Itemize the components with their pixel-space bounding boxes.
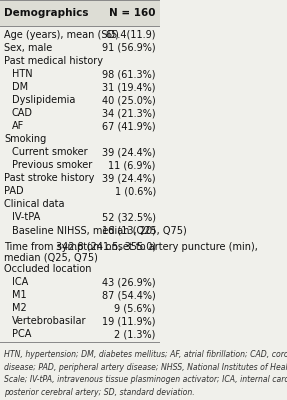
Text: Past medical history: Past medical history [4, 56, 103, 66]
Text: Smoking: Smoking [4, 134, 46, 144]
Text: CAD: CAD [12, 108, 33, 118]
Text: disease; PAD, peripheral artery disease; NHSS, National Institutes of Health Str: disease; PAD, peripheral artery disease;… [4, 362, 287, 372]
Text: 31 (19.4%): 31 (19.4%) [102, 82, 156, 92]
Text: N = 160: N = 160 [109, 8, 156, 18]
Text: 98 (61.3%): 98 (61.3%) [102, 69, 156, 79]
Text: IV-tPA: IV-tPA [12, 212, 40, 222]
Text: Age (years), mean (SD): Age (years), mean (SD) [4, 30, 119, 40]
Text: Baseline NIHSS, median (Q25, Q75): Baseline NIHSS, median (Q25, Q75) [12, 226, 187, 236]
Text: PAD: PAD [4, 186, 24, 196]
Text: Time from symptom onset to artery puncture (min),: Time from symptom onset to artery punctu… [4, 242, 258, 252]
Text: 342.8 (241.5, 355.0): 342.8 (241.5, 355.0) [56, 242, 156, 252]
Text: Clinical data: Clinical data [4, 199, 65, 209]
Text: ICA: ICA [12, 277, 28, 287]
Text: 16 (13, 20): 16 (13, 20) [102, 226, 156, 236]
Text: Previous smoker: Previous smoker [12, 160, 92, 170]
Text: M2: M2 [12, 303, 27, 313]
Text: Past stroke history: Past stroke history [4, 173, 94, 183]
Text: Dyslipidemia: Dyslipidemia [12, 95, 75, 105]
Text: Demographics: Demographics [4, 8, 88, 18]
Text: DM: DM [12, 82, 28, 92]
Text: Occluded location: Occluded location [4, 264, 92, 274]
Text: 67 (41.9%): 67 (41.9%) [102, 121, 156, 131]
Text: AF: AF [12, 121, 24, 131]
Text: Scale; IV-tPA, intravenous tissue plasminogen activator; ICA, internal carotid a: Scale; IV-tPA, intravenous tissue plasmi… [4, 376, 287, 384]
Text: 91 (56.9%): 91 (56.9%) [102, 43, 156, 53]
Text: posterior cerebral artery; SD, standard deviation.: posterior cerebral artery; SD, standard … [4, 388, 195, 397]
Text: 39 (24.4%): 39 (24.4%) [102, 173, 156, 183]
Text: 1 (0.6%): 1 (0.6%) [115, 186, 156, 196]
Text: 9 (5.6%): 9 (5.6%) [115, 303, 156, 313]
Text: 2 (1.3%): 2 (1.3%) [115, 329, 156, 339]
Text: 43 (26.9%): 43 (26.9%) [102, 277, 156, 287]
Text: 87 (54.4%): 87 (54.4%) [102, 290, 156, 300]
Text: Vertebrobasilar: Vertebrobasilar [12, 316, 86, 326]
Bar [0, 0, 160, 26]
Text: HTN: HTN [12, 69, 33, 79]
Text: Current smoker: Current smoker [12, 147, 88, 157]
Text: HTN, hypertension; DM, diabetes mellitus; AF, atrial fibrillation; CAD, coronary: HTN, hypertension; DM, diabetes mellitus… [4, 350, 287, 359]
Text: 39 (24.4%): 39 (24.4%) [102, 147, 156, 157]
Text: median (Q25, Q75): median (Q25, Q75) [4, 253, 98, 263]
Text: PCA: PCA [12, 329, 31, 339]
Text: 40 (25.0%): 40 (25.0%) [102, 95, 156, 105]
Text: 52 (32.5%): 52 (32.5%) [102, 212, 156, 222]
Text: 19 (11.9%): 19 (11.9%) [102, 316, 156, 326]
Text: 34 (21.3%): 34 (21.3%) [102, 108, 156, 118]
Text: Sex, male: Sex, male [4, 43, 52, 53]
Text: M1: M1 [12, 290, 27, 300]
Text: 11 (6.9%): 11 (6.9%) [108, 160, 156, 170]
Text: 65.4(11.9): 65.4(11.9) [105, 30, 156, 40]
